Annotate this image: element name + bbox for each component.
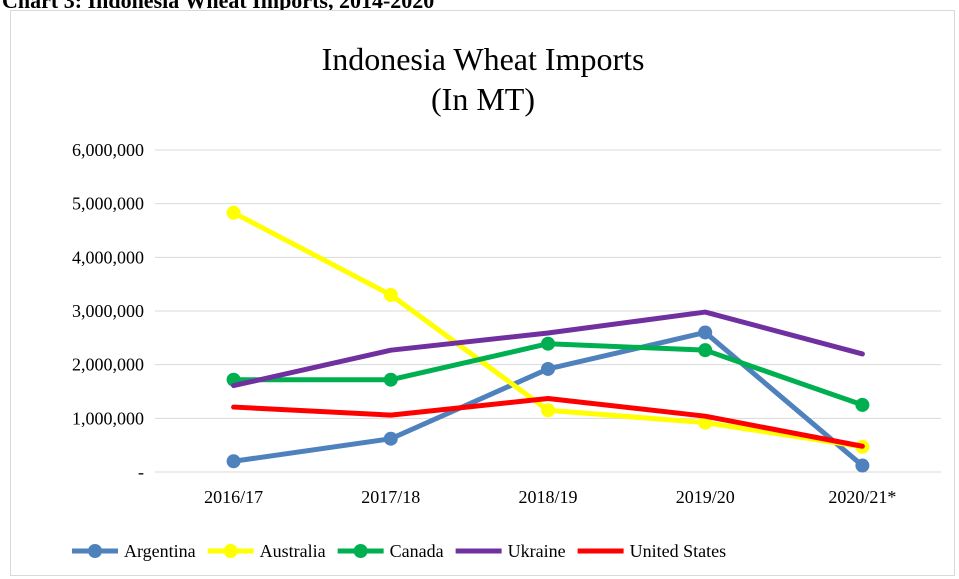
x-axis-ticks: 2016/17 2017/18 2018/19 2019/20 2020/21* [204, 487, 896, 507]
y-tick-label: 3,000,000 [72, 301, 144, 321]
x-tick-label: 2019/20 [676, 487, 735, 507]
legend-label: Canada [390, 541, 444, 561]
page-heading: Chart 3: Indonesia Wheat Imports, 2014-2… [2, 0, 435, 13]
y-tick-label: 6,000,000 [72, 140, 144, 160]
data-point [541, 336, 555, 351]
legend-marker [88, 544, 102, 558]
data-point [698, 343, 713, 358]
legend: Argentina Australia Canada Ukraine United St… [72, 541, 726, 561]
series-argentina [226, 325, 870, 473]
legend-item: Ukraine [455, 541, 566, 561]
y-tick-label: 1,000,000 [72, 408, 144, 428]
series-line [231, 309, 865, 389]
x-tick-label: 2018/19 [518, 487, 577, 507]
data-point [855, 458, 870, 473]
chart-frame [10, 10, 955, 576]
series-united-states [231, 395, 865, 449]
legend-marker [353, 544, 368, 558]
legend-item: Australia [207, 541, 326, 561]
series-ukraine [231, 309, 865, 389]
gridlines [155, 149, 941, 473]
legend-label: Argentina [124, 541, 196, 561]
series-lines [226, 205, 870, 473]
data-point [226, 205, 241, 220]
legend-label: United States [630, 541, 727, 561]
data-point [383, 372, 398, 387]
chart-subtitle: (In MT) [431, 81, 535, 117]
legend-item: Canada [337, 541, 444, 561]
chart-title: Indonesia Wheat Imports [322, 41, 645, 77]
x-tick-label: 2020/21* [828, 487, 896, 507]
x-tick-label: 2016/17 [204, 487, 263, 507]
y-tick-label: 2,000,000 [72, 355, 144, 375]
legend-label: Australia [260, 541, 326, 561]
series-line [231, 395, 865, 449]
y-tick-label: 5,000,000 [72, 194, 144, 214]
x-tick-label: 2017/18 [361, 487, 420, 507]
legend-marker [223, 544, 238, 558]
legend-label: Ukraine [508, 541, 566, 561]
data-point [541, 361, 555, 376]
legend-item: Argentina [72, 541, 196, 561]
data-point [541, 403, 555, 418]
y-tick-label: - [138, 462, 144, 482]
data-point [698, 325, 713, 340]
data-point [855, 397, 870, 412]
y-tick-label: 4,000,000 [72, 247, 144, 267]
y-axis-ticks: - 1,000,000 2,000,000 3,000,000 4,000,000 5,0… [72, 140, 144, 482]
legend-item: United States [577, 541, 727, 561]
series-canada [226, 336, 870, 412]
data-point [383, 431, 398, 446]
data-point [383, 287, 398, 302]
data-point [226, 454, 241, 469]
